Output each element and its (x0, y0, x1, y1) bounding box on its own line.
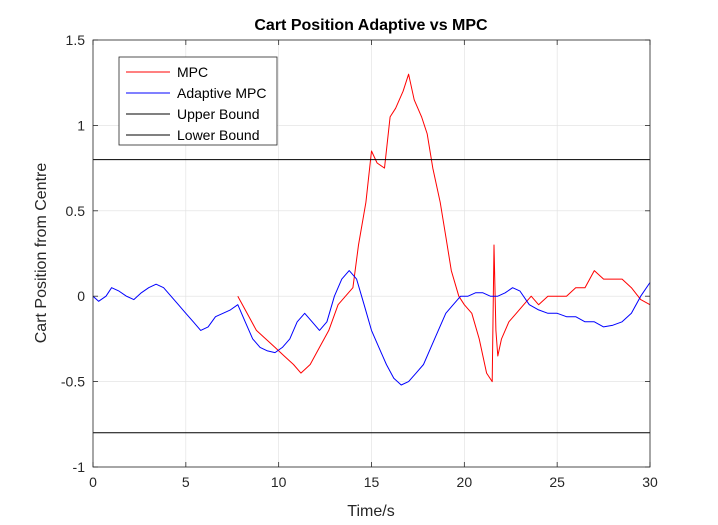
y-tick-label: 0.5 (66, 203, 86, 219)
y-tick-label: -0.5 (61, 374, 85, 390)
legend-label-lower-bound: Lower Bound (177, 127, 260, 143)
series-layer (92, 73, 651, 434)
legend-label-upper-bound: Upper Bound (177, 106, 260, 122)
y-tick-label: 0 (77, 288, 85, 304)
x-tick-label: 10 (271, 474, 287, 490)
x-axis-label: Time/s (347, 503, 394, 520)
x-tick-label: 0 (89, 474, 97, 490)
x-tick-label: 30 (642, 474, 658, 490)
y-tick-label: 1.5 (66, 32, 86, 48)
series-line-mpc (237, 73, 651, 383)
x-tick-label: 15 (364, 474, 380, 490)
y-axis-label: Cart Position from Centre (33, 163, 50, 344)
x-tick-label: 5 (182, 474, 190, 490)
y-tick-label: 1 (77, 117, 85, 133)
ticks (92, 39, 651, 468)
legend-label-adaptive-mpc: Adaptive MPC (177, 85, 266, 101)
x-tick-label: 20 (457, 474, 473, 490)
legend-entries: MPC Adaptive MPC Upper Bound Lower Bound (126, 64, 266, 143)
tick-labels: 0 5 10 15 20 25 30 -1 -0.5 0 0.5 1 1.5 (61, 32, 658, 490)
legend: MPC Adaptive MPC Upper Bound Lower Bound (118, 56, 278, 146)
legend-label-mpc: MPC (177, 64, 208, 80)
chart-title: Cart Position Adaptive vs MPC (254, 17, 488, 34)
series-line-adaptive-mpc (92, 270, 651, 386)
y-tick-label: -1 (73, 459, 86, 475)
x-tick-label: 25 (549, 474, 565, 490)
